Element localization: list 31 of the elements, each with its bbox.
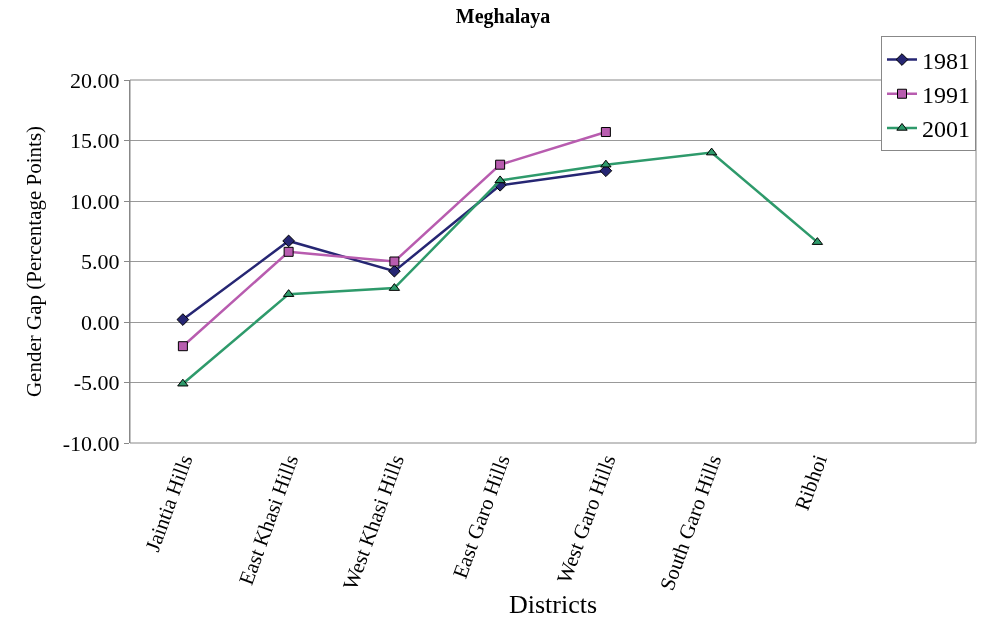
point <box>282 234 295 248</box>
x-tick-label: Ribhoi <box>789 451 832 514</box>
y-tick-label: 10.00 <box>70 188 120 214</box>
legend-label: 2001 <box>922 116 970 143</box>
y-tick-label: 5.00 <box>81 249 120 275</box>
point <box>600 159 612 168</box>
point <box>389 256 400 267</box>
y-axis-title: Gender Gap (Percentage Points) <box>21 125 46 398</box>
point <box>495 159 506 170</box>
point <box>388 264 401 278</box>
y-tick-label: -5.00 <box>73 370 120 396</box>
legend-label: 1991 <box>922 82 970 109</box>
point <box>176 313 190 326</box>
x-tick-label: South Garo Hills <box>654 451 727 594</box>
x-tick-label: West Khasi Hills <box>337 451 409 594</box>
x-tick-label: East Khasi Hills <box>233 451 304 589</box>
point <box>600 127 611 138</box>
y-tick-label: 20.00 <box>70 67 120 93</box>
point <box>177 341 188 352</box>
x-tick-label: East Garo Hills <box>447 451 515 582</box>
chart-title: Meghalaya <box>455 5 551 29</box>
x-tick-label: West Garo Hills <box>551 451 621 587</box>
y-tick-label: 0.00 <box>81 309 120 335</box>
y-tick-label: -10.00 <box>62 430 120 456</box>
legend-label: 1981 <box>922 47 970 74</box>
point <box>177 378 189 387</box>
point <box>494 175 506 184</box>
x-axis-title: Districts <box>508 590 598 620</box>
point <box>283 246 294 257</box>
y-tick-label: 15.00 <box>70 128 120 154</box>
x-tick-label: Jaintia Hills <box>140 451 198 555</box>
